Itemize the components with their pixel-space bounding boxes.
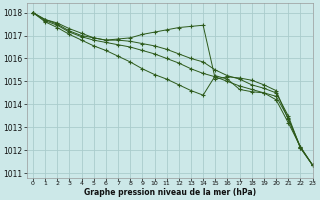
- X-axis label: Graphe pression niveau de la mer (hPa): Graphe pression niveau de la mer (hPa): [84, 188, 256, 197]
